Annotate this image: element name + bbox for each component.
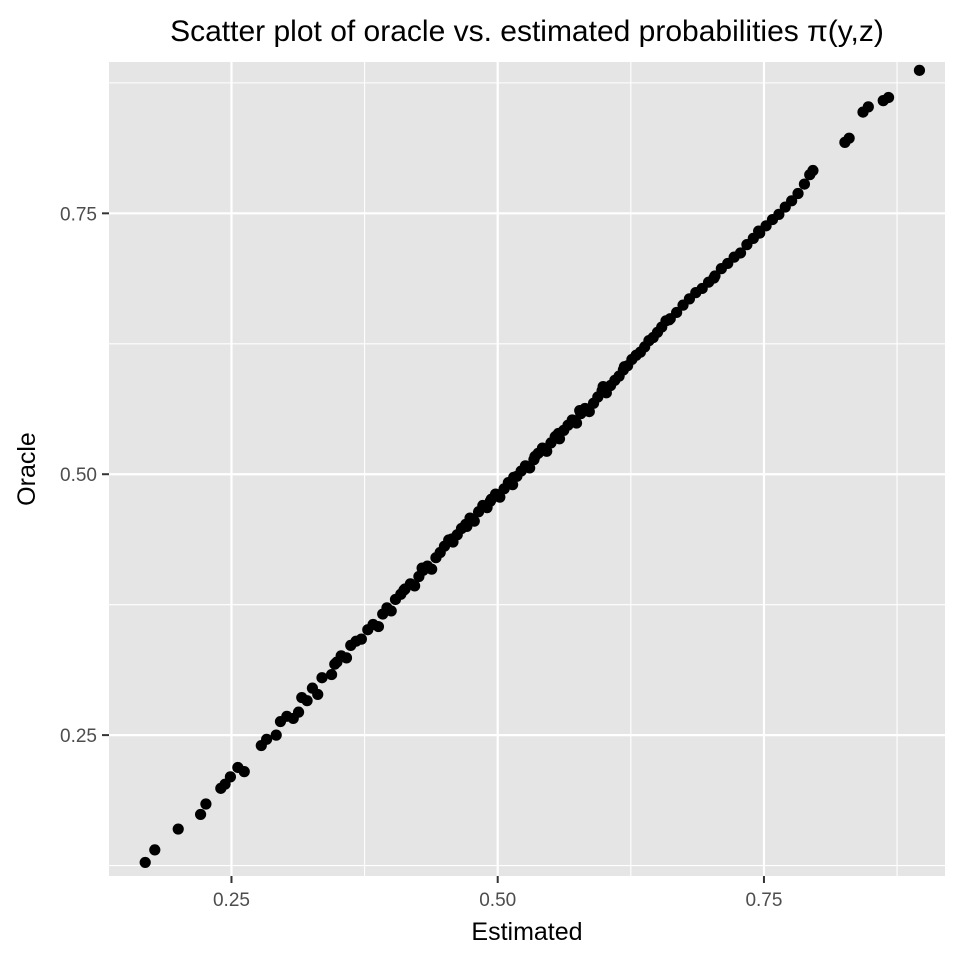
data-point bbox=[798, 178, 811, 190]
data-point bbox=[172, 823, 184, 835]
data-point bbox=[494, 491, 506, 503]
chart-title: Scatter plot of oracle vs. estimated pro… bbox=[170, 15, 884, 48]
data-point bbox=[570, 417, 583, 429]
data-point bbox=[325, 668, 338, 681]
data-point bbox=[862, 101, 874, 113]
data-point bbox=[734, 247, 747, 259]
data-point bbox=[139, 856, 151, 869]
data-point bbox=[261, 733, 273, 745]
data-point bbox=[200, 798, 212, 810]
data-point bbox=[773, 208, 785, 220]
y-tick-label: 0.75 bbox=[60, 204, 97, 225]
data-point bbox=[409, 580, 421, 592]
data-point bbox=[398, 584, 410, 596]
data-point bbox=[529, 450, 541, 463]
data-point bbox=[312, 688, 324, 701]
data-point bbox=[574, 404, 586, 417]
data-point bbox=[385, 605, 397, 617]
data-point bbox=[446, 533, 458, 545]
data-point bbox=[913, 64, 926, 76]
data-point bbox=[355, 633, 367, 645]
data-point bbox=[238, 766, 250, 778]
y-tick-label: 0.50 bbox=[60, 465, 97, 486]
data-point bbox=[597, 380, 609, 393]
data-point bbox=[301, 695, 313, 707]
x-tick-label: 0.50 bbox=[479, 890, 516, 911]
data-point bbox=[843, 132, 855, 144]
data-point bbox=[484, 495, 496, 507]
data-point bbox=[224, 771, 237, 783]
data-point bbox=[508, 471, 520, 483]
data-point bbox=[753, 225, 765, 237]
data-point bbox=[292, 706, 305, 718]
data-point bbox=[316, 672, 328, 684]
y-tick-label: 0.25 bbox=[60, 726, 97, 747]
data-point bbox=[461, 520, 473, 532]
data-point bbox=[270, 729, 282, 741]
data-point bbox=[340, 652, 353, 664]
data-point bbox=[583, 406, 595, 418]
data-point bbox=[372, 620, 385, 633]
axis-ticks bbox=[102, 212, 765, 883]
data-point bbox=[194, 808, 207, 821]
data-point bbox=[426, 563, 438, 575]
data-point bbox=[541, 445, 553, 457]
x-tick-label: 0.25 bbox=[213, 890, 250, 911]
data-point bbox=[618, 361, 631, 373]
data-point bbox=[663, 314, 675, 326]
data-point bbox=[792, 187, 804, 200]
axis-tick-labels: 0.25 0.50 0.75 0.25 0.50 0.75 bbox=[60, 204, 782, 911]
data-points bbox=[139, 64, 926, 869]
data-point bbox=[671, 306, 683, 319]
data-point bbox=[882, 91, 895, 104]
data-point bbox=[329, 658, 341, 670]
data-point bbox=[807, 164, 819, 177]
x-axis-label: Estimated bbox=[471, 918, 582, 946]
y-axis-label: Oracle bbox=[13, 432, 41, 506]
major-gridlines bbox=[109, 62, 945, 876]
data-point bbox=[786, 195, 798, 207]
data-point bbox=[524, 462, 536, 474]
data-point bbox=[708, 272, 720, 284]
data-point bbox=[552, 427, 565, 440]
data-point bbox=[416, 562, 428, 574]
x-tick-label: 0.75 bbox=[745, 890, 782, 911]
minor-gridlines bbox=[109, 62, 945, 876]
data-point bbox=[149, 844, 161, 856]
